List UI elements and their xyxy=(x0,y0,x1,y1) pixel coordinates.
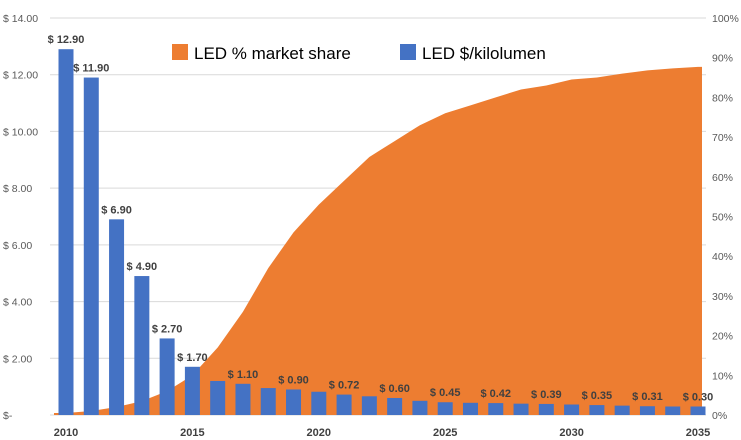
x-tick-label: 2035 xyxy=(686,427,710,439)
x-tick-label: 2010 xyxy=(54,427,78,439)
price-bar-layer xyxy=(58,49,706,416)
left-tick-label: $ 12.00 xyxy=(3,70,38,82)
price-bar xyxy=(462,402,478,415)
price-bar xyxy=(260,388,276,415)
right-tick-label: 40% xyxy=(712,251,733,263)
price-bar xyxy=(361,396,377,415)
price-bar xyxy=(488,403,504,415)
left-axis: $- $ 2.00 $ 4.00 $ 6.00 $ 8.00 $ 10.00 $ 12.00… xyxy=(3,13,38,422)
price-data-label: $ 4.90 xyxy=(127,261,158,273)
price-data-label: $ 0.72 xyxy=(329,380,360,392)
price-data-label: $ 1.10 xyxy=(228,369,259,381)
price-bar xyxy=(690,406,706,415)
legend-label-market-share: LED % market share xyxy=(194,44,351,63)
price-bar xyxy=(109,219,125,415)
x-tick-label: 2015 xyxy=(180,427,204,439)
left-tick-label: $ 6.00 xyxy=(3,240,32,252)
price-data-label: $ 0.30 xyxy=(683,391,714,403)
right-tick-label: 70% xyxy=(712,132,733,144)
right-tick-label: 80% xyxy=(712,92,733,104)
price-bar xyxy=(159,338,175,415)
legend: LED % market share LED $/kilolumen xyxy=(172,44,546,63)
legend-label-price: LED $/kilolumen xyxy=(422,44,546,63)
right-tick-label: 100% xyxy=(712,13,739,25)
left-tick-label: $- xyxy=(3,410,13,422)
left-tick-label: $ 10.00 xyxy=(3,126,38,138)
price-data-label: $ 0.31 xyxy=(632,391,663,403)
price-bar xyxy=(83,77,99,416)
price-bar xyxy=(665,406,681,415)
price-data-label: $ 0.60 xyxy=(379,383,410,395)
right-tick-label: 30% xyxy=(712,291,733,303)
legend-swatch-market-share xyxy=(172,44,188,60)
price-bar xyxy=(412,400,428,415)
price-data-label: $ 2.70 xyxy=(152,323,183,335)
price-bar xyxy=(235,383,251,415)
right-tick-label: 0% xyxy=(712,410,727,422)
right-tick-label: 90% xyxy=(712,53,733,65)
price-data-label: $ 0.42 xyxy=(480,388,511,400)
price-bar xyxy=(639,406,655,415)
price-data-label: $ 0.45 xyxy=(430,387,461,399)
legend-swatch-price xyxy=(400,44,416,60)
x-tick-label: 2030 xyxy=(559,427,583,439)
price-bar xyxy=(184,366,200,415)
left-tick-label: $ 4.00 xyxy=(3,297,32,309)
price-data-label: $ 1.70 xyxy=(177,352,208,364)
right-tick-label: 50% xyxy=(712,212,733,224)
price-bar xyxy=(538,403,554,415)
price-bar xyxy=(614,405,630,415)
price-bar xyxy=(513,403,529,415)
right-tick-label: 10% xyxy=(712,370,733,382)
price-bar xyxy=(564,404,580,415)
price-bar xyxy=(210,380,226,415)
price-bar xyxy=(387,397,403,415)
x-tick-label: 2025 xyxy=(433,427,457,439)
right-axis: 0% 10% 20% 30% 40% 50% 60% 70% 80% 90% 100% xyxy=(712,13,739,422)
price-data-label: $ 6.90 xyxy=(101,204,132,216)
x-axis: 2010 2015 2020 2025 2030 2035 xyxy=(54,427,710,439)
price-bar xyxy=(311,391,327,415)
price-data-label: $ 0.39 xyxy=(531,389,562,401)
price-data-label: $ 0.35 xyxy=(582,390,613,402)
market-share-area-layer xyxy=(54,66,702,416)
price-bar xyxy=(134,276,150,415)
price-bar xyxy=(589,405,605,415)
price-bar xyxy=(437,402,453,415)
price-bar xyxy=(58,49,74,415)
x-tick-label: 2020 xyxy=(307,427,331,439)
right-tick-label: 20% xyxy=(712,331,733,343)
left-tick-label: $ 8.00 xyxy=(3,183,32,195)
price-bar xyxy=(286,389,302,415)
price-data-label: $ 11.90 xyxy=(73,63,109,75)
left-tick-label: $ 2.00 xyxy=(3,353,32,365)
market-share-area xyxy=(54,66,702,416)
price-data-label: $ 12.90 xyxy=(48,34,85,46)
price-data-label: $ 0.90 xyxy=(278,374,309,386)
left-tick-label: $ 14.00 xyxy=(3,13,38,25)
price-bar xyxy=(336,394,352,415)
right-tick-label: 60% xyxy=(712,172,733,184)
data-label-layer: $ 12.90 $ 11.90 $ 6.90 $ 4.90 $ 2.70 $ 1.70 $ … xyxy=(48,34,714,403)
